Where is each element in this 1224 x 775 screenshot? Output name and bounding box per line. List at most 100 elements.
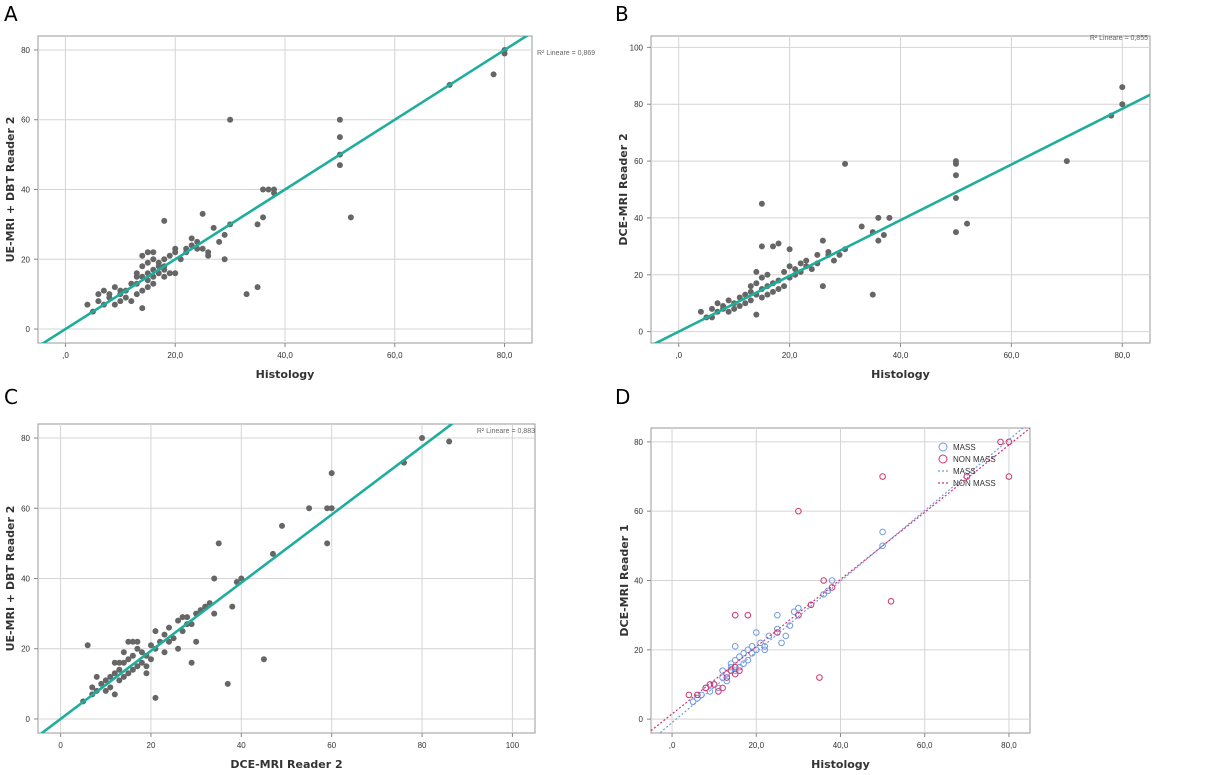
- panel-c-data-point: [152, 628, 159, 635]
- panel-c-data-point: [419, 435, 426, 442]
- panel-b-data-point: [747, 297, 754, 304]
- panel-b-ytick-label: 0: [639, 328, 644, 337]
- panel-a-data-point: [336, 134, 343, 141]
- panel-a-ytick-label: 20: [21, 255, 30, 264]
- panel-d-x-axis-label: Histology: [811, 758, 870, 771]
- panel-d-non-mass-point: [694, 691, 701, 699]
- panel-b-ytick-label: 100: [630, 43, 644, 52]
- panel-b-data-point: [842, 160, 849, 167]
- panel-d-ytick-label: 80: [634, 438, 643, 447]
- panel-b-data-point: [769, 288, 776, 295]
- panel-b-data-point: [736, 303, 743, 310]
- panel-b-xtick-label: 60,0: [1004, 351, 1020, 360]
- panel-c-data-point: [152, 694, 159, 701]
- panel-b-data-point: [742, 300, 749, 307]
- panel-c-data-point: [102, 687, 109, 694]
- panel-b-data-point: [952, 195, 959, 202]
- panel-d-mass-point: [757, 639, 764, 647]
- panel-d-non-mass-point: [702, 684, 710, 692]
- panel-c-xtick-label: 60: [327, 741, 336, 750]
- panel-b-data-point: [803, 257, 810, 264]
- panel-c-data-point: [125, 638, 132, 645]
- panel-c-data-point: [211, 610, 218, 617]
- panel-a-data-point: [172, 270, 179, 277]
- panel-b-data-point: [697, 308, 704, 315]
- panel-d-mass-point: [723, 677, 731, 685]
- panel-a-data-point: [139, 305, 146, 312]
- panel-a-data-point: [133, 291, 140, 298]
- panel-d-mass-point: [795, 604, 802, 612]
- panel-a-data-point: [227, 116, 234, 123]
- panel-b-data-point: [753, 268, 760, 275]
- panel-a-data-point: [254, 221, 261, 228]
- panel-b-data-point: [786, 246, 793, 253]
- panel-a-data-point: [122, 294, 129, 301]
- panel-c-data-point: [170, 635, 177, 642]
- panel-a-data-point: [260, 186, 267, 193]
- panel-c-data-point: [179, 614, 186, 621]
- panel-letter-c: C: [4, 385, 18, 409]
- panel-b-data-point: [819, 283, 826, 290]
- panel-a-data-point: [161, 273, 168, 280]
- panel-c-data-point: [446, 438, 453, 445]
- panel-d-y-axis-label: DCE-MRI Reader 1: [618, 524, 631, 636]
- panel-d-mass-point: [790, 608, 798, 615]
- panel-d-non-mass-point: [685, 691, 693, 699]
- panel-c-data-point: [129, 666, 136, 673]
- panel-a-y-axis-label: UE-MRI + DBT Reader 2: [4, 117, 17, 263]
- panel-d-mass-point: [740, 649, 747, 657]
- panel-a-data-point: [139, 252, 146, 259]
- panel-c-data-point: [188, 659, 195, 666]
- panel-b-data-point: [758, 274, 765, 281]
- panel-a-data-point: [260, 214, 267, 221]
- panel-b-data-point: [875, 237, 882, 244]
- panel-a-data-point: [139, 287, 146, 294]
- panel-a-data-point: [199, 245, 206, 252]
- panel-c-data-point: [134, 645, 141, 652]
- panel-a-data-point: [144, 249, 151, 256]
- panel-c-xtick-label: 20: [147, 741, 156, 750]
- panel-b-x-axis-label: Histology: [871, 368, 930, 381]
- panel-a-data-point: [111, 301, 118, 308]
- panel-a-x-axis-label: Histology: [256, 368, 315, 381]
- panel-b-data-point: [1063, 158, 1070, 165]
- panel-c-r2-label: R² Lineare = 0,883: [477, 428, 535, 435]
- panel-d-non-mass-point: [887, 597, 895, 605]
- panel-b-data-point: [819, 237, 826, 244]
- panel-d-non-mass-point: [723, 674, 731, 681]
- panel-d-ytick-label: 0: [639, 715, 644, 724]
- panel-a-ytick-label: 40: [21, 186, 30, 195]
- panel-b-data-point: [753, 311, 760, 318]
- panel-c-data-point: [102, 677, 109, 684]
- panel-d-xtick-label: 80,0: [1001, 741, 1017, 750]
- panel-c-data-point: [107, 673, 114, 680]
- panel-d-legend-label-non-mass: NON MASS: [953, 455, 996, 464]
- panel-c-data-point: [166, 638, 173, 645]
- panel-d-mass-point: [828, 577, 836, 584]
- panel-a-data-point: [199, 210, 206, 217]
- panel-a-data-point: [336, 116, 343, 123]
- panel-b-data-point: [758, 294, 765, 301]
- panel-b-chart: ,0 20,0 40,0 60,0 80,0 0 20 40 60 80 100 Histology D…: [617, 35, 1151, 381]
- panel-b-data-point: [814, 251, 821, 258]
- panel-d-legend-label-non-mass: NON MASS: [953, 479, 996, 488]
- panel-d-mass-point: [698, 691, 705, 699]
- panel-d-mass-point: [727, 660, 735, 667]
- panel-d-legend-marker-non-mass: [938, 454, 948, 464]
- panel-d-non-mass-point: [997, 438, 1004, 446]
- panel-b-data-point: [775, 285, 782, 292]
- panel-d-non-mass-point: [715, 688, 722, 695]
- panel-c-data-point: [125, 656, 132, 663]
- panel-d-mass-point: [824, 587, 832, 595]
- panel-c-data-point: [98, 680, 105, 687]
- panel-a-xtick-label: ,0: [62, 351, 69, 360]
- panel-a-data-point: [150, 249, 157, 256]
- panel-c-data-point: [134, 663, 141, 670]
- panel-c-data-point: [184, 614, 191, 621]
- panel-d-xtick-label: 20,0: [748, 741, 764, 750]
- panel-c-xtick-label: 100: [506, 741, 520, 750]
- panel-d-mass-point: [774, 625, 781, 633]
- panel-d-mass-point: [706, 688, 714, 695]
- panel-c-data-point: [147, 656, 154, 663]
- panel-d-mass-point: [752, 629, 760, 636]
